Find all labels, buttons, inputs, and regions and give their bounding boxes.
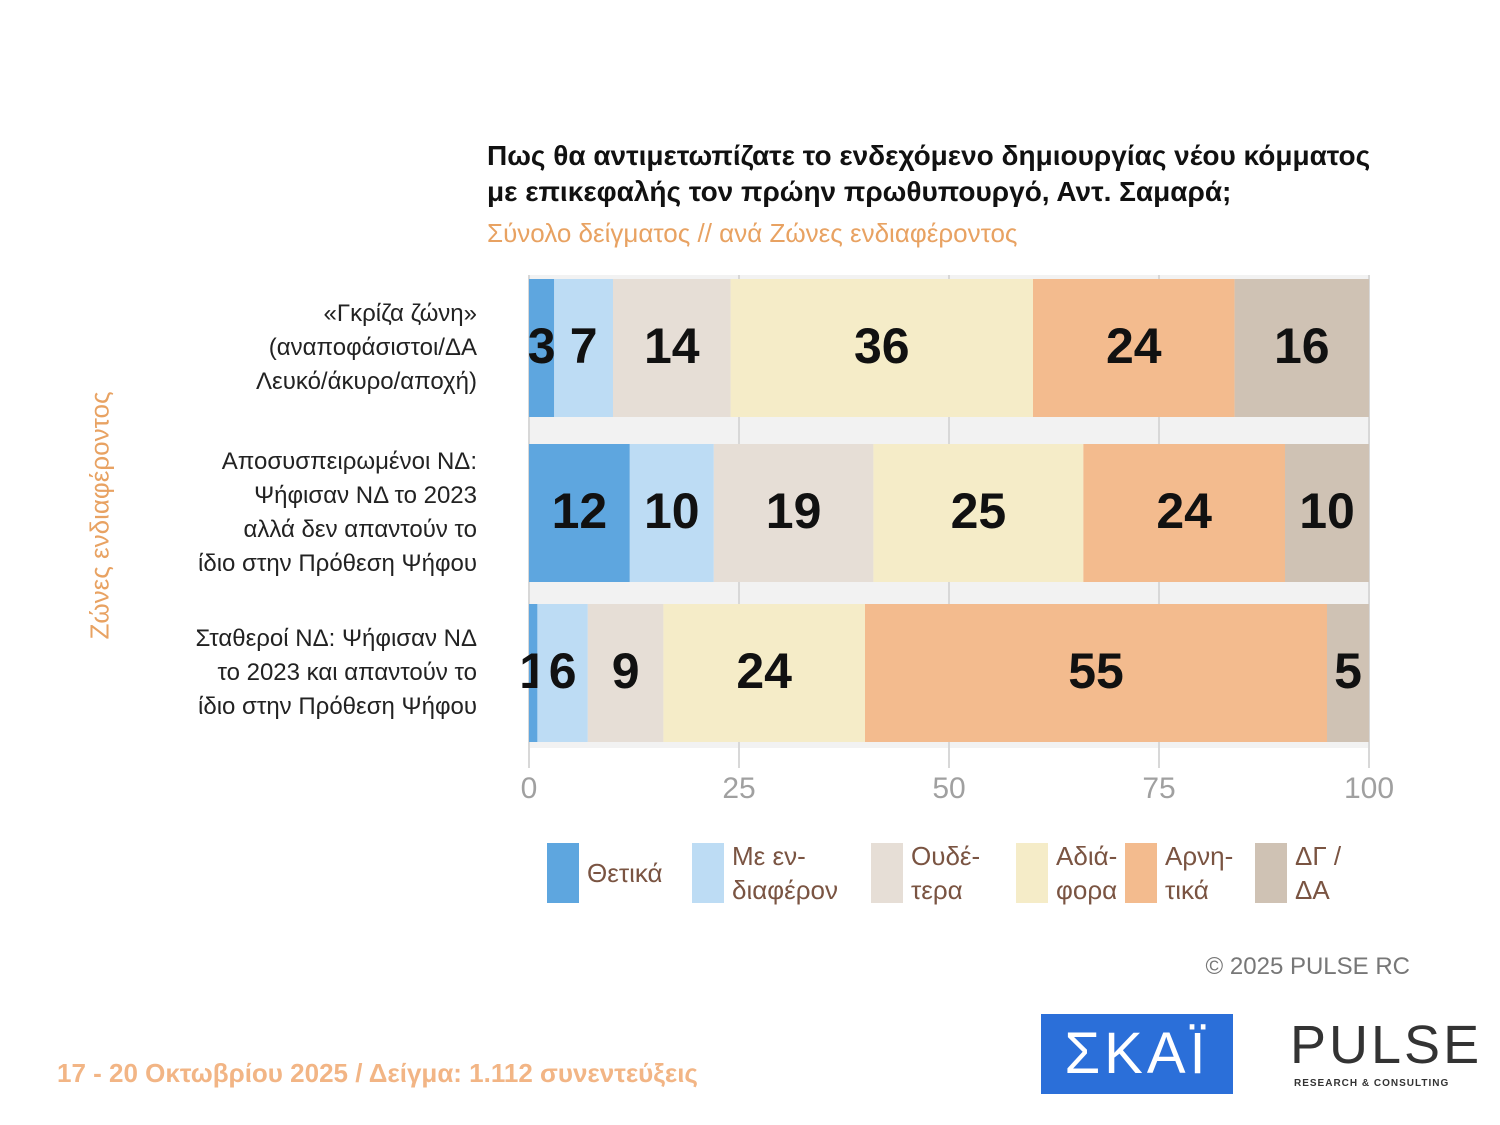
data-label: 19 (766, 483, 822, 539)
legend-swatch (1016, 843, 1048, 903)
data-label: 9 (612, 643, 640, 699)
data-label: 6 (549, 643, 577, 699)
bar-segment (629, 444, 714, 582)
legend-swatch (692, 843, 724, 903)
legend-label: Αρνη- τικά (1165, 841, 1234, 905)
x-tick-label: 0 (521, 772, 538, 805)
legend-swatch (871, 843, 903, 903)
data-label: 24 (1156, 483, 1212, 539)
bar-segment (554, 279, 613, 417)
legend-swatch (1125, 843, 1157, 903)
data-label: 14 (644, 318, 700, 374)
bar-segment (1033, 279, 1235, 417)
bar-segment (529, 444, 630, 582)
data-label: 25 (951, 483, 1007, 539)
data-label: 10 (1299, 483, 1355, 539)
legend-label: ΔΓ / ΔΑ (1295, 841, 1342, 905)
data-label: 36 (854, 318, 910, 374)
bar-segment (587, 604, 664, 742)
legend-label: Θετικά (587, 858, 663, 888)
x-tick-label: 75 (1142, 772, 1175, 805)
category-label: «Γκρίζα ζώνη» (αναποφάσιστοι/ΔΑ Λευκό/άκ… (256, 300, 477, 395)
legend-label: Ουδέ- τερα (911, 841, 981, 905)
legend-swatch (1255, 843, 1287, 903)
logo-pulse: PULSE (1290, 1015, 1483, 1075)
bar-segment (529, 279, 555, 417)
x-tick-label: 25 (722, 772, 755, 805)
logo-pulse-tagline: RESEARCH & CONSULTING (1294, 1078, 1450, 1089)
bar-segment (537, 604, 588, 742)
bar-segment (529, 604, 538, 742)
bar-segment (1234, 279, 1369, 417)
bar-segment (1327, 604, 1369, 742)
legend-label: Αδιά- φορα (1056, 841, 1118, 905)
data-label: 12 (552, 483, 608, 539)
bar-segment (730, 279, 1033, 417)
category-label: Σταθεροί ΝΔ: Ψήφισαν ΝΔ το 2023 και απαν… (195, 625, 477, 720)
data-label: 5 (1334, 643, 1362, 699)
bar-segment (663, 604, 865, 742)
data-label: 7 (570, 318, 598, 374)
data-label: 24 (736, 643, 792, 699)
bar-segment (865, 604, 1327, 742)
data-label: 10 (644, 483, 700, 539)
legend-label: Με εν- διαφέρον (732, 841, 838, 905)
category-label: Αποσυσπειρωμένοι ΝΔ: Ψήφισαν ΝΔ το 2023 … (198, 448, 477, 577)
chart-subtitle: Σύνολο δείγματος // ανά Ζώνες ενδιαφέρον… (487, 218, 1018, 248)
x-tick-label: 50 (932, 772, 965, 805)
footer: 17 - 20 Οκτωβρίου 2025 / Δείγμα: 1.112 σ… (57, 1058, 698, 1088)
chart-title: Πως θα αντιμετωπίζατε το ενδεχόμενο δημι… (487, 140, 1371, 207)
bar-segment (1083, 444, 1285, 582)
legend-swatch (547, 843, 579, 903)
bar-segment (1285, 444, 1369, 582)
data-label: 55 (1068, 643, 1124, 699)
bar-segment (613, 279, 731, 417)
data-label: 3 (528, 318, 556, 374)
bar-segment (713, 444, 874, 582)
logo-skai: ΣΚΑΪ (1041, 1014, 1233, 1094)
data-label: 16 (1274, 318, 1330, 374)
data-label: 24 (1106, 318, 1162, 374)
bar-segment (873, 444, 1084, 582)
x-tick-label: 100 (1344, 772, 1394, 805)
copyright: © 2025 PULSE RC (1205, 953, 1410, 980)
